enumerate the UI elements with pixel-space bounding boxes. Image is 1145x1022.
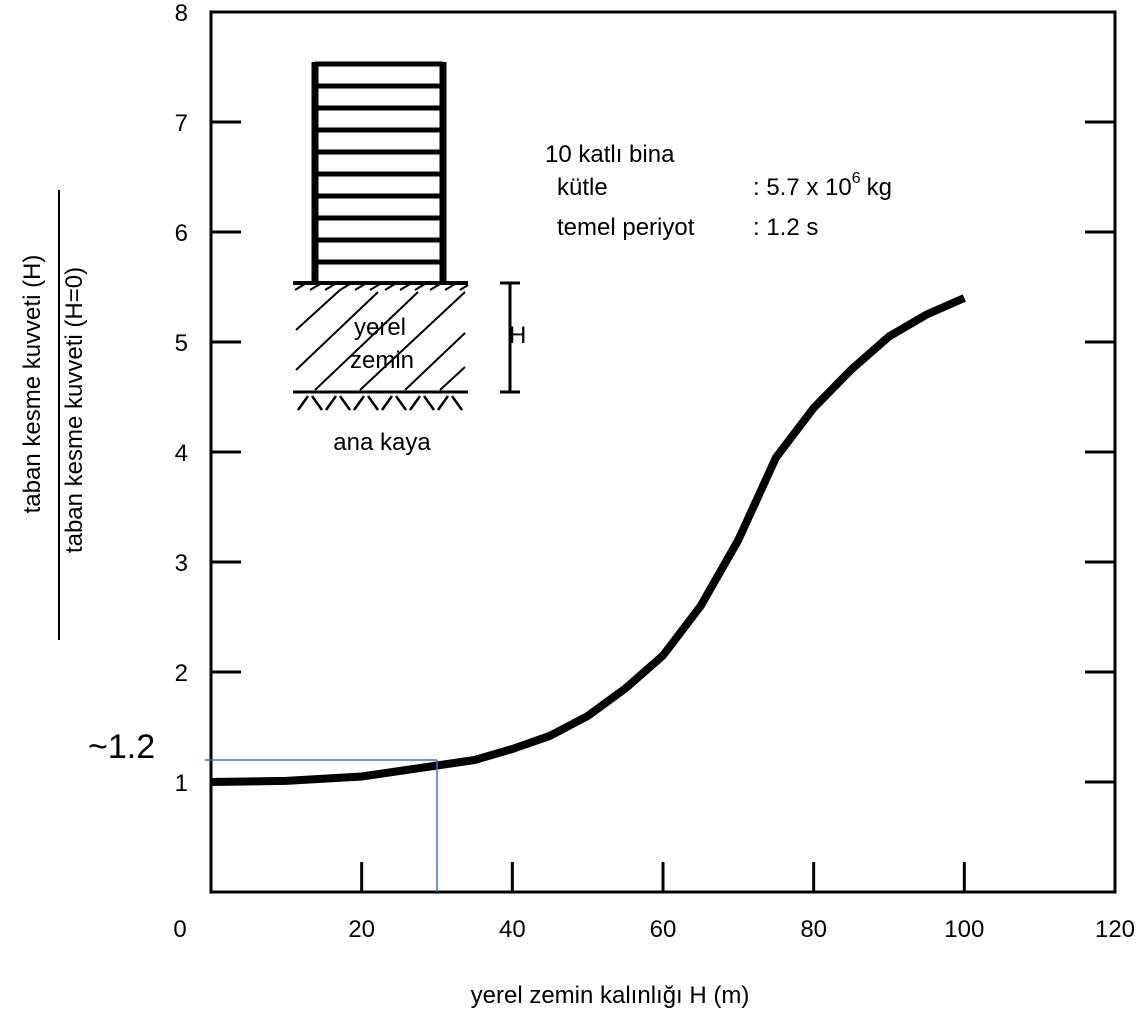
x-tick-label: 20 bbox=[348, 916, 375, 943]
inset-label: temel periyot bbox=[557, 214, 695, 241]
inset-label: kütle bbox=[557, 174, 608, 201]
x-axis-label: yerel zemin kalınlığı H (m) bbox=[471, 982, 750, 1009]
data-line bbox=[210, 294, 966, 786]
y-tick-label: 4 bbox=[175, 440, 188, 467]
thickness-label: H bbox=[509, 322, 526, 349]
x-tick-label: 40 bbox=[499, 916, 526, 943]
inset-unit: kg bbox=[867, 174, 892, 201]
building-diagram bbox=[293, 61, 520, 411]
annotation: ~1.2 bbox=[88, 728, 155, 766]
y-axis-label: taban kesme kuvveti (H) bbox=[19, 255, 46, 514]
y-tick-label: 1 bbox=[175, 770, 188, 797]
inset-value: : 1.2 s bbox=[753, 214, 818, 241]
soil-label: yerel bbox=[354, 314, 406, 341]
y-tick-label: 8 bbox=[175, 0, 188, 27]
y-tick-label: 7 bbox=[175, 110, 188, 137]
soil-label: zemin bbox=[350, 347, 414, 374]
inset-value: : 5.7 x 10 bbox=[753, 174, 852, 201]
y-axis-label: taban kesme kuvveti (H=0) bbox=[61, 267, 88, 553]
x-tick-label: 0 bbox=[173, 916, 186, 943]
y-tick-label: 6 bbox=[175, 220, 188, 247]
inset-exponent: 6 bbox=[852, 170, 861, 187]
inset-value: : 5.7 x 106 kg bbox=[753, 170, 892, 201]
y-tick-label: 3 bbox=[175, 550, 188, 577]
inset-title: 10 katlı bina bbox=[545, 141, 675, 168]
y-tick-label: 5 bbox=[175, 330, 188, 357]
x-tick-label: 60 bbox=[650, 916, 677, 943]
y-tick-label: 2 bbox=[175, 660, 188, 687]
x-tick-label: 80 bbox=[800, 916, 827, 943]
rock-label: ana kaya bbox=[333, 429, 431, 456]
x-tick-label: 100 bbox=[944, 916, 984, 943]
x-tick-label: 120 bbox=[1095, 916, 1135, 943]
